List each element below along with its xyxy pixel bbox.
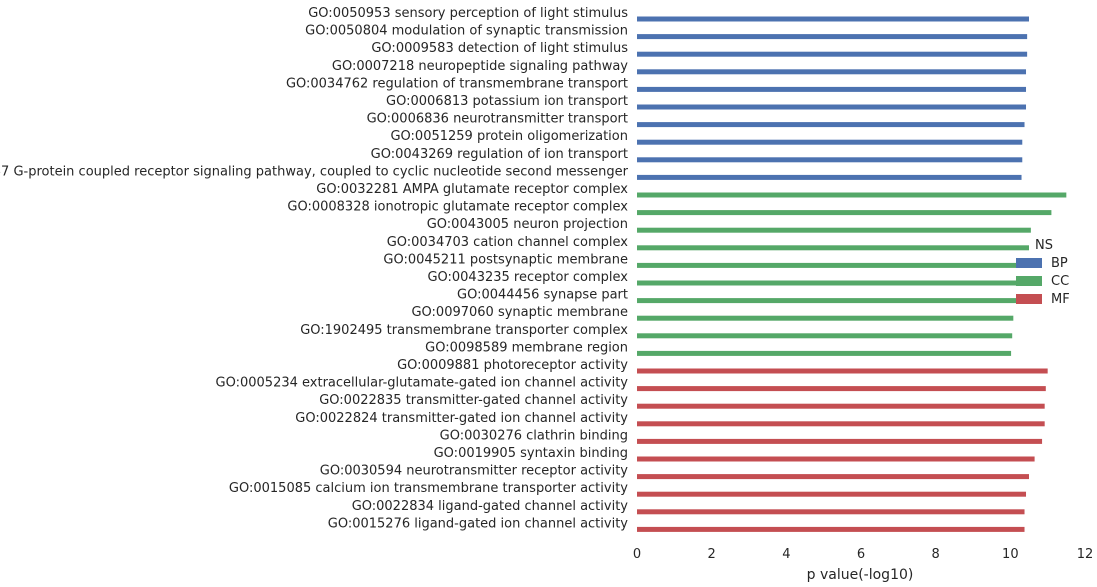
x-tick-label: 10 [1002, 547, 1019, 562]
bar [637, 491, 1027, 497]
bar [637, 139, 1023, 145]
category-label: GO:0030276 clathrin binding [440, 428, 628, 443]
category-label: GO:0098589 membrane region [425, 340, 628, 355]
bar [637, 368, 1048, 374]
category-label: GO:0051259 protein oligomerization [390, 129, 628, 144]
category-label: GO:0009881 photoreceptor activity [397, 358, 628, 373]
x-axis-ticks: 0 2 4 6 8 10 12 [633, 547, 1093, 562]
category-label: GO:0045211 postsynaptic membrane [383, 252, 628, 267]
bar [637, 34, 1028, 40]
category-label: GO:0005234 extracellular-glutamate-gated… [216, 376, 629, 391]
bar [637, 262, 1020, 268]
legend-swatch [1016, 276, 1042, 286]
bars-layer [637, 16, 1067, 532]
x-tick-label: 4 [782, 547, 790, 562]
legend-label: BP [1051, 256, 1068, 271]
category-label: GO:0022834 ligand-gated channel activity [352, 499, 629, 514]
x-tick-label: 8 [932, 547, 940, 562]
bar [637, 157, 1023, 163]
bar [637, 298, 1018, 304]
bar [637, 104, 1027, 110]
legend: NS BP CC MF [1016, 238, 1070, 307]
bar [637, 16, 1029, 22]
legend-swatch [1016, 294, 1042, 304]
category-label: GO:0050953 sensory perception of light s… [308, 6, 628, 21]
category-label: GO:0015085 calcium ion transmembrane tra… [229, 481, 628, 496]
category-labels: GO:0050953 sensory perception of light s… [0, 6, 629, 531]
category-label: GO:0019905 syntaxin binding [434, 446, 628, 461]
legend-label: MF [1051, 292, 1070, 307]
category-label: GO:0015276 ligand-gated ion channel acti… [328, 516, 629, 531]
category-label: GO:0006813 potassium ion transport [386, 94, 628, 109]
category-label: GO:0034762 regulation of transmembrane t… [286, 76, 628, 91]
category-label: GO:0007218 neuropeptide signaling pathwa… [332, 59, 628, 74]
category-label: GO:0006836 neurotransmitter transport [367, 112, 628, 127]
bar [637, 474, 1029, 480]
bar [637, 315, 1014, 321]
bar [637, 51, 1028, 57]
x-tick-label: 6 [857, 547, 865, 562]
bar [637, 386, 1046, 392]
bar [637, 421, 1045, 427]
category-label: GO:0043005 neuron projection [427, 217, 628, 232]
x-axis-title: p value(-log10) [807, 567, 914, 583]
category-label: GO:0050804 modulation of synaptic transm… [305, 24, 628, 39]
bar [637, 333, 1013, 339]
bar [637, 122, 1025, 128]
bar [637, 456, 1035, 462]
category-label: GO:0034703 cation channel complex [387, 235, 629, 250]
category-label: GO:0022835 transmitter-gated channel act… [319, 393, 628, 408]
bar [637, 210, 1052, 216]
category-label: GO:0008328 ionotropic glutamate receptor… [287, 200, 628, 215]
category-label: GO:0032281 AMPA glutamate receptor compl… [316, 182, 628, 197]
category-label: GO:0044456 synapse part [457, 288, 628, 303]
category-label: GO:0007187 G-protein coupled receptor si… [0, 164, 629, 179]
bar [637, 509, 1025, 515]
bar [637, 245, 1029, 251]
category-label: GO:0030594 neurotransmitter receptor act… [320, 464, 629, 479]
category-label: GO:0043235 receptor complex [427, 270, 628, 285]
legend-entries: BP CC MF [1016, 256, 1070, 307]
category-label: GO:0097060 synaptic membrane [411, 305, 628, 320]
bar [637, 403, 1045, 409]
x-tick-label: 0 [633, 547, 641, 562]
bar [637, 438, 1043, 444]
bar [637, 192, 1067, 198]
legend-label: CC [1051, 274, 1069, 289]
x-tick-label: 2 [708, 547, 716, 562]
bar [637, 86, 1027, 92]
category-label: GO:0009583 detection of light stimulus [371, 41, 628, 56]
bar [637, 526, 1025, 532]
bar [637, 350, 1012, 356]
bar [637, 69, 1027, 75]
bar [637, 227, 1031, 233]
bar [637, 174, 1022, 180]
x-tick-label: 12 [1077, 547, 1094, 562]
category-label: GO:0043269 regulation of ion transport [371, 147, 628, 162]
legend-title: NS [1035, 238, 1053, 253]
bar [637, 280, 1018, 286]
category-label: GO:1902495 transmembrane transporter com… [300, 323, 628, 338]
legend-swatch [1016, 258, 1042, 268]
category-label: GO:0022824 transmitter-gated ion channel… [295, 411, 628, 426]
